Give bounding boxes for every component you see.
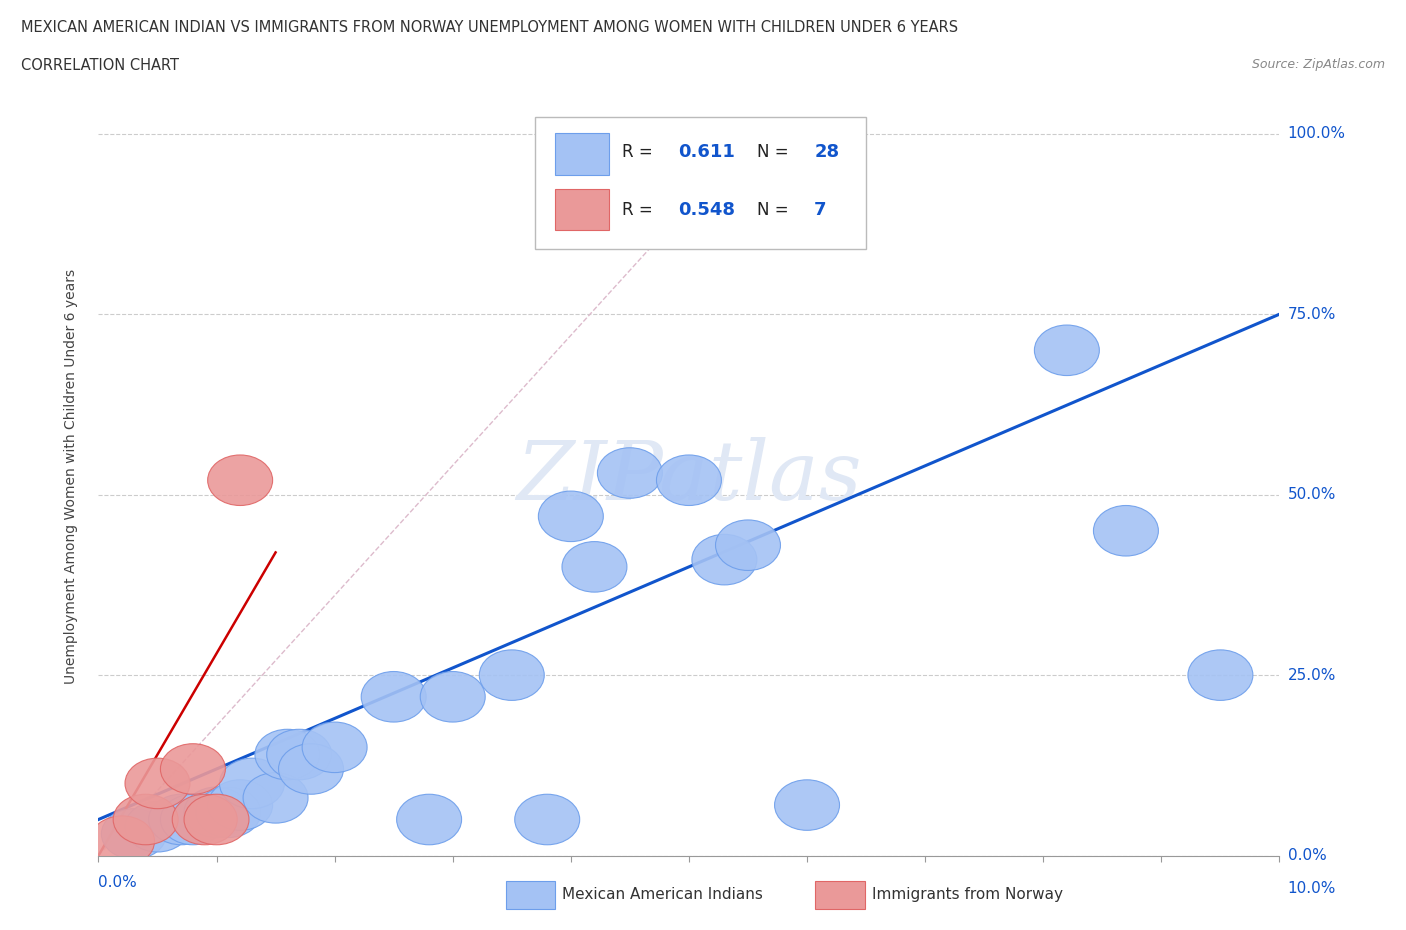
Text: 0.611: 0.611 <box>678 143 735 161</box>
Text: R =: R = <box>621 201 652 219</box>
Ellipse shape <box>562 541 627 592</box>
Ellipse shape <box>598 447 662 498</box>
Ellipse shape <box>692 535 756 585</box>
Ellipse shape <box>420 671 485 722</box>
Y-axis label: Unemployment Among Women with Children Under 6 years: Unemployment Among Women with Children U… <box>63 269 77 684</box>
Ellipse shape <box>657 455 721 506</box>
FancyBboxPatch shape <box>555 133 609 175</box>
Ellipse shape <box>114 794 179 844</box>
Ellipse shape <box>716 520 780 570</box>
Text: ZIPatlas: ZIPatlas <box>516 436 862 517</box>
FancyBboxPatch shape <box>555 189 609 231</box>
Ellipse shape <box>184 787 249 838</box>
Ellipse shape <box>160 744 225 794</box>
Ellipse shape <box>361 671 426 722</box>
Ellipse shape <box>538 491 603 541</box>
Text: 100.0%: 100.0% <box>1288 126 1346 141</box>
Ellipse shape <box>243 773 308 823</box>
Ellipse shape <box>267 729 332 779</box>
Ellipse shape <box>208 455 273 506</box>
Text: 75.0%: 75.0% <box>1288 307 1336 322</box>
Text: 0.548: 0.548 <box>678 201 735 219</box>
Ellipse shape <box>173 794 238 844</box>
Text: 7: 7 <box>814 201 827 219</box>
Ellipse shape <box>254 729 321 779</box>
Ellipse shape <box>1035 325 1099 376</box>
Ellipse shape <box>184 794 249 844</box>
Text: 28: 28 <box>814 143 839 161</box>
Ellipse shape <box>302 722 367 773</box>
Ellipse shape <box>775 779 839 830</box>
Ellipse shape <box>515 794 579 844</box>
Text: Immigrants from Norway: Immigrants from Norway <box>872 887 1063 902</box>
Ellipse shape <box>396 794 461 844</box>
Text: 25.0%: 25.0% <box>1288 668 1336 683</box>
Text: N =: N = <box>758 143 789 161</box>
Ellipse shape <box>90 816 155 867</box>
Ellipse shape <box>149 794 214 844</box>
Ellipse shape <box>219 758 284 809</box>
Text: MEXICAN AMERICAN INDIAN VS IMMIGRANTS FROM NORWAY UNEMPLOYMENT AMONG WOMEN WITH : MEXICAN AMERICAN INDIAN VS IMMIGRANTS FR… <box>21 20 959 35</box>
Ellipse shape <box>1094 506 1159 556</box>
Text: 50.0%: 50.0% <box>1288 487 1336 502</box>
Ellipse shape <box>278 744 343 794</box>
Ellipse shape <box>160 794 225 844</box>
Text: 10.0%: 10.0% <box>1288 881 1336 896</box>
Ellipse shape <box>208 779 273 830</box>
Text: 0.0%: 0.0% <box>1288 848 1326 863</box>
Text: Source: ZipAtlas.com: Source: ZipAtlas.com <box>1251 58 1385 71</box>
Ellipse shape <box>125 758 190 809</box>
Text: Mexican American Indians: Mexican American Indians <box>562 887 763 902</box>
FancyBboxPatch shape <box>536 116 866 249</box>
Ellipse shape <box>125 802 190 852</box>
Text: R =: R = <box>621 143 652 161</box>
Text: 0.0%: 0.0% <box>98 874 138 890</box>
Ellipse shape <box>101 809 166 859</box>
Ellipse shape <box>479 650 544 700</box>
Text: CORRELATION CHART: CORRELATION CHART <box>21 58 179 73</box>
Ellipse shape <box>1188 650 1253 700</box>
Ellipse shape <box>195 787 262 838</box>
Text: N =: N = <box>758 201 789 219</box>
